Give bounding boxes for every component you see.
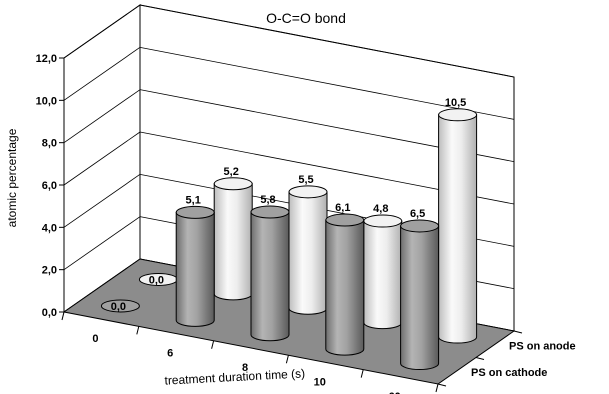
bar-cap: [438, 108, 478, 122]
x-tick-mark: [285, 355, 289, 364]
x-tick-label: 0: [92, 333, 98, 345]
x-tick-mark: [360, 369, 364, 378]
series-label: PS on anode: [509, 340, 576, 352]
bar: [175, 205, 215, 327]
gridline-side: [63, 131, 141, 186]
gridline-back: [139, 4, 515, 78]
depth-tick-mark: [475, 357, 485, 360]
bar-cap: [400, 219, 440, 233]
bar-cap: [175, 205, 215, 219]
series-label: PS on cathode: [471, 367, 547, 379]
bar-cap: [288, 185, 328, 199]
y-tick-label: 4,0: [42, 222, 57, 234]
x-tick-label: 10: [314, 376, 326, 388]
y-tick-label: 2,0: [42, 265, 57, 277]
y-tick-label: 10,0: [36, 95, 57, 107]
bar: [325, 213, 365, 356]
data-label: 5,5: [298, 174, 313, 186]
gridline-side: [63, 89, 141, 143]
bar-cap: [213, 177, 253, 191]
bar: [363, 214, 403, 330]
x-axis-label: treatment duration time (s): [164, 366, 305, 387]
x-tick-mark: [435, 383, 439, 393]
gridline-side: [63, 216, 141, 270]
bar-body: [400, 225, 440, 371]
data-label: 10,5: [445, 97, 466, 109]
bar-body: [288, 191, 328, 315]
y-tick-label: 8,0: [42, 138, 57, 150]
bar: [213, 177, 253, 301]
gridline-back: [139, 46, 515, 120]
bar-cap: [250, 205, 290, 219]
bar: [400, 219, 440, 371]
x-tick-label: 6: [167, 348, 173, 360]
x-tick-label: 8: [242, 362, 248, 374]
bar: [100, 299, 140, 313]
bar: [250, 205, 290, 342]
data-label: 0,0: [111, 301, 126, 313]
chart-title: O-C=O bond: [266, 10, 346, 26]
bar: [288, 185, 328, 315]
data-label: 5,8: [260, 194, 275, 206]
y-tick-label: 0,0: [42, 307, 57, 319]
x-tick-mark: [211, 340, 215, 349]
bar-body: [213, 183, 253, 301]
bar-cap: [363, 214, 403, 228]
data-label: 6,1: [335, 202, 350, 214]
bar-body: [325, 219, 365, 356]
x-tick-label: 60: [388, 391, 400, 394]
gridline-side: [63, 174, 141, 228]
bars: [100, 108, 478, 371]
bar-body: [438, 114, 478, 344]
x-tick-mark: [136, 326, 140, 335]
bar-body: [363, 220, 403, 330]
data-label: 4,8: [373, 203, 388, 215]
bar: [438, 108, 478, 344]
data-label: 5,1: [186, 194, 201, 206]
depth-tick-mark: [513, 330, 523, 334]
y-tick-label: 12,0: [36, 53, 57, 65]
bar-body: [250, 211, 290, 342]
y-tick-label: 6,0: [42, 180, 57, 192]
y-axis-label: atomic percentage: [5, 128, 19, 227]
bar-cap: [325, 213, 365, 227]
bar-body: [175, 211, 215, 327]
data-label: 6,5: [410, 208, 425, 220]
x-tick-mark: [61, 311, 65, 321]
gridline-side: [63, 47, 141, 101]
data-label: 0,0: [149, 274, 164, 286]
gridline-side: [63, 4, 141, 59]
bar-cap: [100, 299, 140, 313]
data-label: 5,2: [224, 166, 239, 178]
depth-tick-mark: [437, 383, 447, 387]
